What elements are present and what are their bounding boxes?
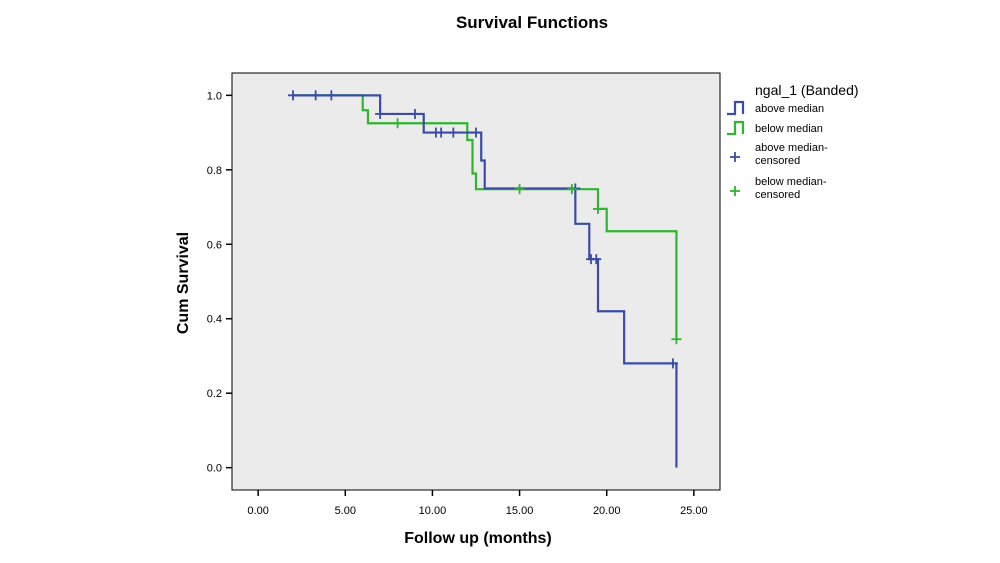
legend-line-swatch — [727, 100, 745, 116]
y-axis-label: Cum Survival — [175, 232, 192, 334]
plot-area — [231, 72, 721, 491]
above-censor-mark — [326, 90, 337, 101]
below-censor-mark — [514, 184, 525, 195]
above-censor-mark — [436, 127, 447, 138]
above-censor-mark — [471, 127, 481, 138]
legend-cross-swatch — [730, 152, 740, 162]
legend-item: above median — [727, 100, 824, 116]
legend-item: above median-censored — [730, 142, 828, 167]
legend-items: above median below median above median-cen… — [727, 100, 828, 201]
below-censor-mark — [593, 203, 603, 214]
y-tick-label: 0.0 — [207, 463, 222, 475]
chart-title: Survival Functions — [456, 13, 608, 32]
censor-layer — [288, 90, 682, 369]
legend: ngal_1 (Banded) above median below median… — [727, 82, 859, 201]
above-censor-mark — [667, 358, 678, 369]
above-censor-mark — [288, 90, 298, 101]
legend-line-swatch — [727, 120, 745, 136]
above-censor-mark — [410, 108, 420, 119]
below-censor-mark — [392, 118, 403, 129]
legend-label: below median — [755, 123, 823, 135]
y-tick-label: 0.8 — [207, 165, 222, 177]
legend-title: ngal_1 (Banded) — [755, 82, 859, 98]
x-tick-label: 20.00 — [593, 505, 621, 517]
x-tick-label: 5.00 — [335, 505, 356, 517]
legend-item: below median — [727, 120, 823, 136]
above-censor-mark — [448, 127, 459, 138]
y-tick-label: 1.0 — [207, 90, 222, 102]
x-axis: 0.00 5.00 10.00 15.00 20.00 25.00 — [247, 490, 708, 517]
above-censor-mark — [310, 90, 321, 101]
legend-cross-swatch — [730, 186, 740, 196]
y-tick-label: 0.4 — [207, 314, 222, 326]
below-censor-mark — [566, 184, 577, 195]
below-median-line — [293, 94, 678, 340]
above-censor-mark — [375, 108, 386, 119]
legend-label: above median — [755, 103, 824, 115]
legend-label: censored — [755, 189, 800, 201]
y-tick-label: 0.6 — [207, 239, 222, 251]
legend-label: above median- — [755, 142, 828, 154]
below-censor-mark — [671, 334, 682, 345]
y-axis: 0.0 0.2 0.4 0.6 0.8 1.0 — [207, 90, 232, 475]
x-tick-label: 0.00 — [247, 505, 268, 517]
x-tick-label: 25.00 — [680, 505, 708, 517]
legend-label: below median- — [755, 176, 827, 188]
x-tick-label: 15.00 — [506, 505, 534, 517]
y-tick-label: 0.2 — [207, 388, 222, 400]
legend-item: below median-censored — [730, 176, 827, 201]
x-axis-label: Follow up (months) — [404, 530, 552, 547]
x-tick-label: 10.00 — [419, 505, 447, 517]
above-censor-mark — [591, 254, 602, 265]
legend-label: censored — [755, 155, 800, 167]
